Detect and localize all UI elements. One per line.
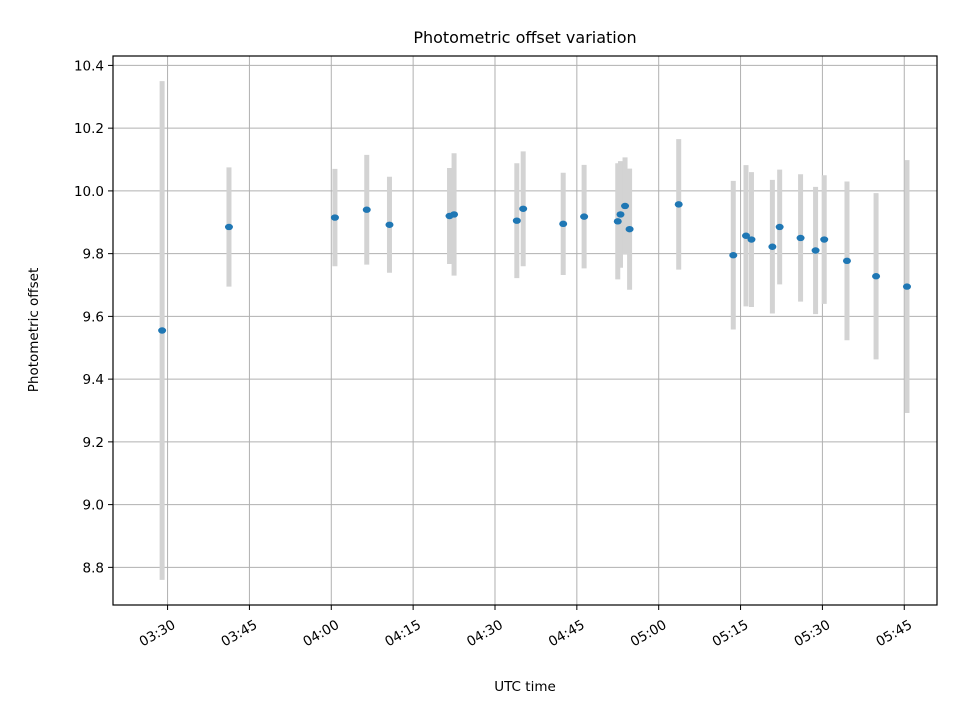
y-tick-label: 9.4	[83, 372, 104, 388]
data-point	[842, 257, 851, 265]
data-point	[768, 243, 777, 250]
data-point	[820, 236, 829, 243]
y-tick-label: 9.2	[83, 435, 104, 451]
y-axis-label: Photometric offset	[26, 268, 42, 392]
y-tick-label: 9.8	[83, 247, 104, 263]
data-point	[742, 232, 751, 239]
data-points	[158, 201, 911, 334]
plot-frame	[112, 55, 938, 606]
data-point	[559, 220, 568, 228]
y-tick-label: 9.0	[83, 498, 104, 514]
data-point	[385, 221, 394, 228]
data-point	[625, 225, 634, 233]
data-point	[621, 202, 630, 210]
x-axis-label: UTC time	[494, 679, 556, 695]
data-point	[616, 211, 625, 218]
data-point	[747, 236, 756, 243]
data-point	[224, 223, 233, 231]
data-point	[450, 211, 459, 218]
data-point	[512, 217, 521, 224]
data-point	[613, 218, 622, 225]
data-point	[729, 252, 738, 259]
data-point	[674, 201, 683, 208]
data-point	[330, 214, 339, 221]
y-tick-label: 10.2	[74, 121, 104, 137]
data-point	[362, 206, 371, 213]
data-point	[796, 234, 805, 242]
data-point	[519, 205, 528, 212]
y-tick-label: 10.4	[74, 58, 104, 74]
y-tick-label: 8.8	[83, 560, 104, 576]
data-point	[580, 213, 589, 220]
data-point	[902, 283, 911, 290]
y-tick-label: 9.6	[83, 309, 104, 325]
chart-title: Photometric offset variation	[413, 28, 636, 47]
data-point	[158, 327, 167, 334]
data-point	[811, 247, 820, 254]
y-tick-label: 10.0	[74, 184, 104, 200]
data-point	[775, 223, 784, 231]
data-point	[872, 273, 881, 280]
